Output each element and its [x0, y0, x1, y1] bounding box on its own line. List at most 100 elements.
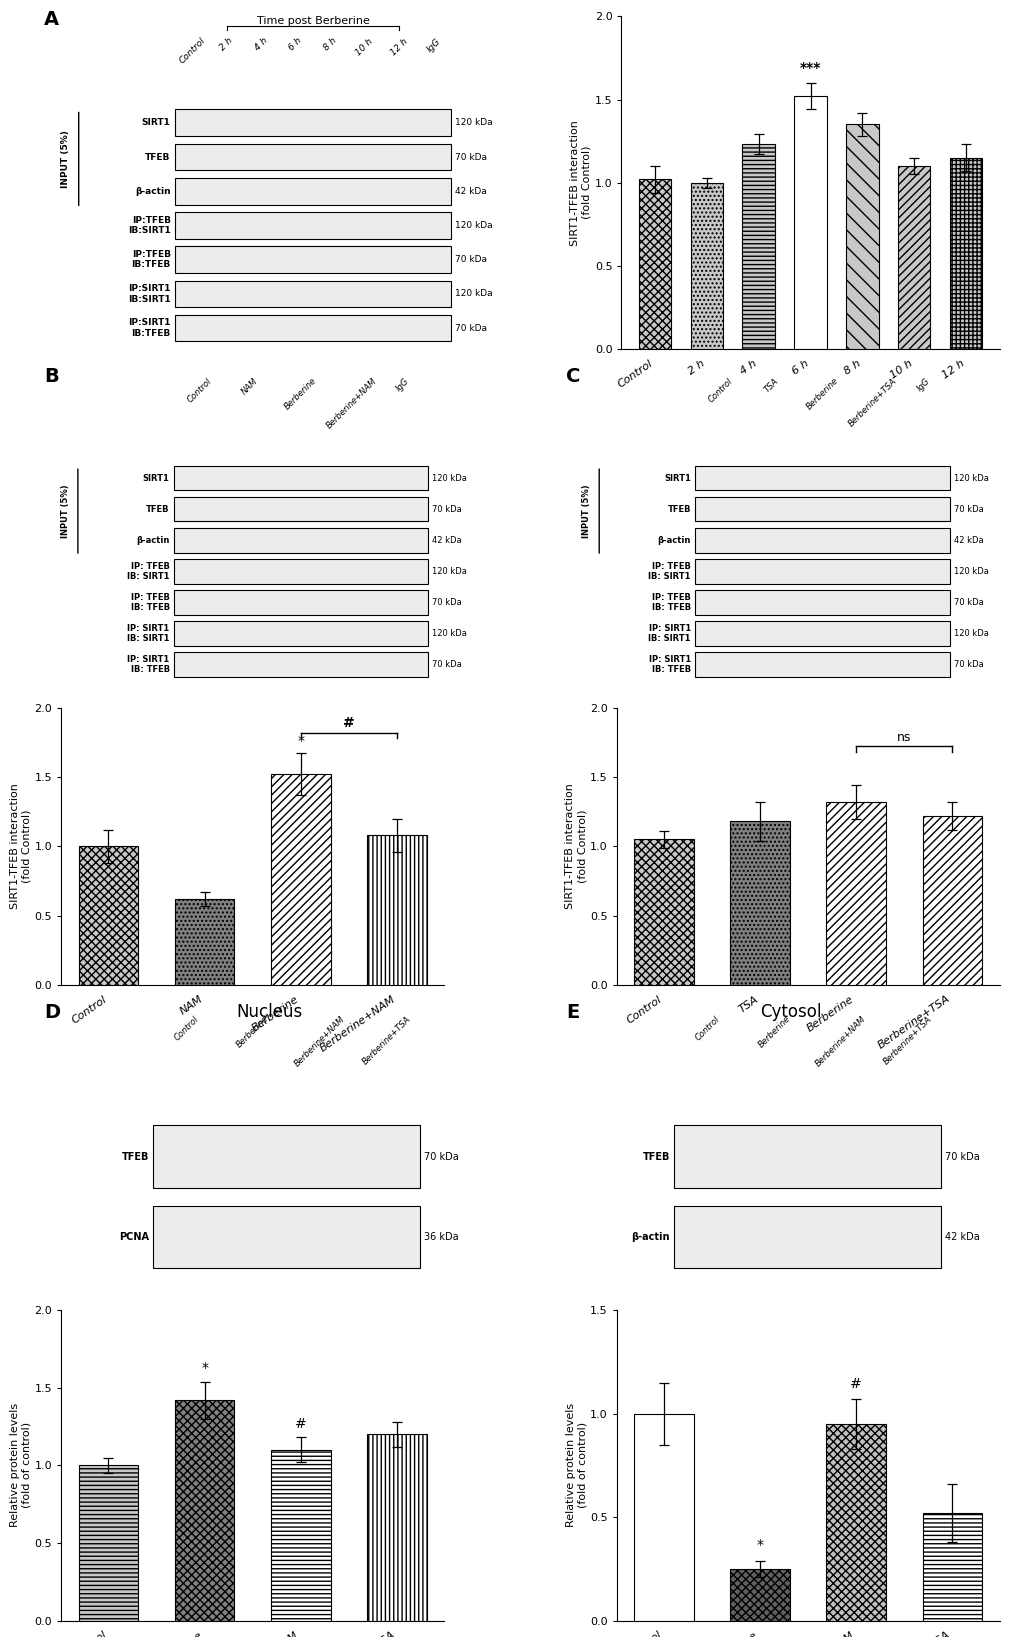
Text: #: # — [342, 715, 355, 730]
Text: β-actin: β-actin — [657, 535, 690, 545]
Bar — [174, 899, 234, 985]
Text: INPUT (5%): INPUT (5%) — [582, 485, 591, 539]
FancyBboxPatch shape — [695, 560, 949, 583]
Text: Berberine+TSA: Berberine+TSA — [847, 377, 899, 429]
FancyBboxPatch shape — [173, 591, 428, 614]
Bar — [846, 124, 877, 349]
Text: IP: TFEB
IB: SIRT1: IP: TFEB IB: SIRT1 — [127, 561, 169, 581]
Text: IgG: IgG — [394, 377, 411, 393]
Text: ***: *** — [799, 61, 820, 75]
Text: 70 kDa: 70 kDa — [424, 1152, 459, 1162]
Text: INPUT (5%): INPUT (5%) — [61, 129, 70, 188]
Bar — [638, 180, 671, 349]
FancyBboxPatch shape — [173, 560, 428, 583]
Text: 36 kDa: 36 kDa — [424, 1233, 459, 1242]
Text: Berberine: Berberine — [283, 377, 318, 411]
Text: Berberine: Berberine — [235, 1015, 270, 1049]
Text: Control: Control — [706, 377, 734, 404]
Text: 42 kDa: 42 kDa — [432, 535, 462, 545]
FancyBboxPatch shape — [175, 178, 450, 205]
Text: TFEB: TFEB — [642, 1152, 669, 1162]
Text: 70 kDa: 70 kDa — [953, 660, 982, 670]
Text: #: # — [294, 1418, 307, 1431]
Y-axis label: SIRT1-TFEB interaction
(fold Control): SIRT1-TFEB interaction (fold Control) — [565, 782, 587, 909]
Bar — [730, 1568, 789, 1621]
Bar — [730, 822, 789, 985]
Text: Berberine: Berberine — [804, 377, 840, 411]
Text: Berberine+NAM: Berberine+NAM — [325, 377, 378, 431]
Text: #: # — [850, 1377, 861, 1391]
Text: Time post Berberine: Time post Berberine — [256, 16, 369, 26]
Text: 70 kDa: 70 kDa — [454, 152, 487, 162]
Bar — [898, 165, 929, 349]
Text: 70 kDa: 70 kDa — [432, 504, 462, 514]
Text: 120 kDa: 120 kDa — [454, 118, 492, 128]
Text: 10 h: 10 h — [354, 36, 375, 57]
Bar — [78, 846, 139, 985]
FancyBboxPatch shape — [153, 1125, 420, 1188]
Text: 120 kDa: 120 kDa — [953, 629, 987, 638]
Text: TFEB: TFEB — [666, 504, 690, 514]
FancyBboxPatch shape — [153, 1206, 420, 1269]
FancyBboxPatch shape — [173, 622, 428, 645]
Text: Berberine+TSA: Berberine+TSA — [361, 1015, 412, 1066]
Text: IP: SIRT1
IB: SIRT1: IP: SIRT1 IB: SIRT1 — [648, 624, 690, 643]
Bar — [950, 157, 981, 349]
Text: SIRT1: SIRT1 — [663, 473, 690, 483]
Text: β-actin: β-actin — [631, 1233, 669, 1242]
FancyBboxPatch shape — [695, 529, 949, 553]
Bar — [921, 1513, 981, 1621]
Text: INPUT (5%): INPUT (5%) — [61, 485, 70, 539]
Text: 70 kDa: 70 kDa — [945, 1152, 979, 1162]
FancyBboxPatch shape — [674, 1125, 941, 1188]
Text: Nucleus: Nucleus — [236, 1003, 303, 1021]
FancyBboxPatch shape — [695, 622, 949, 645]
FancyBboxPatch shape — [173, 498, 428, 522]
FancyBboxPatch shape — [175, 213, 450, 239]
Text: 12 h: 12 h — [388, 36, 409, 57]
Text: Berberine+TSA: Berberine+TSA — [881, 1015, 932, 1066]
Text: D: D — [45, 1003, 60, 1023]
Text: TFEB: TFEB — [146, 504, 169, 514]
FancyBboxPatch shape — [695, 591, 949, 614]
Text: 120 kDa: 120 kDa — [454, 221, 492, 229]
Text: IP: TFEB
IB: TFEB: IP: TFEB IB: TFEB — [130, 593, 169, 612]
Bar — [634, 840, 693, 985]
Bar — [271, 1450, 330, 1621]
Bar — [742, 144, 774, 349]
Text: IP: SIRT1
IB: SIRT1: IP: SIRT1 IB: SIRT1 — [127, 624, 169, 643]
Bar — [825, 802, 886, 985]
Text: TFEB: TFEB — [145, 152, 170, 162]
Text: Cytosol: Cytosol — [759, 1003, 821, 1021]
Bar — [174, 1400, 234, 1621]
Text: 70 kDa: 70 kDa — [953, 598, 982, 607]
FancyBboxPatch shape — [175, 110, 450, 136]
Bar — [367, 1434, 426, 1621]
Text: 42 kDa: 42 kDa — [953, 535, 982, 545]
Text: IP: TFEB
IB: TFEB: IP: TFEB IB: TFEB — [651, 593, 690, 612]
FancyBboxPatch shape — [173, 653, 428, 676]
Text: IP: SIRT1
IB: TFEB: IP: SIRT1 IB: TFEB — [648, 655, 690, 674]
Text: PCNA: PCNA — [118, 1233, 149, 1242]
Text: 42 kDa: 42 kDa — [454, 187, 486, 196]
Text: β-actin: β-actin — [137, 535, 169, 545]
FancyBboxPatch shape — [175, 246, 450, 273]
FancyBboxPatch shape — [173, 467, 428, 491]
Text: Control: Control — [693, 1015, 720, 1043]
Text: Control: Control — [185, 377, 213, 404]
Bar — [690, 183, 722, 349]
Y-axis label: SIRT1-TFEB interaction
(fold Control): SIRT1-TFEB interaction (fold Control) — [10, 782, 32, 909]
Text: SIRT1: SIRT1 — [142, 118, 170, 128]
Bar — [367, 835, 426, 985]
FancyBboxPatch shape — [695, 498, 949, 522]
Text: IP:TFEB
IB:TFEB: IP:TFEB IB:TFEB — [131, 250, 170, 270]
Text: *: * — [756, 1539, 763, 1552]
Text: 120 kDa: 120 kDa — [953, 473, 987, 483]
Text: TSA: TSA — [762, 377, 780, 395]
Bar — [271, 774, 330, 985]
Text: 70 kDa: 70 kDa — [454, 255, 487, 264]
Text: β-actin: β-actin — [135, 187, 170, 196]
Text: 6 h: 6 h — [287, 36, 304, 52]
FancyBboxPatch shape — [695, 467, 949, 491]
FancyBboxPatch shape — [175, 144, 450, 170]
